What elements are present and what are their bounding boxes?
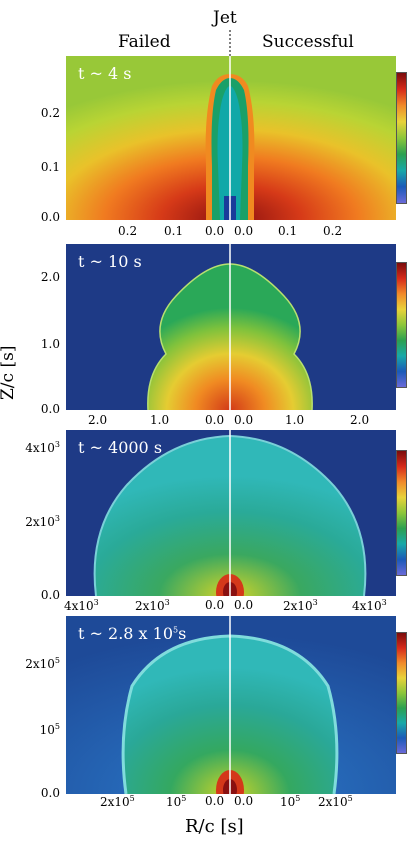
panel-t10-image (66, 244, 396, 410)
panel-t4: t ~ 4 s (66, 56, 396, 220)
panel-t10-ytick: 2.0 (40, 270, 60, 284)
panel-t4-xtick: 0.1 (278, 224, 298, 238)
panel-t4-xtick: 0.1 (164, 224, 184, 238)
panel-t2p8e5-xtick: 0.0 (205, 794, 225, 808)
panel-t10-xtick: 1.0 (150, 413, 170, 427)
panel-t2p8e5: t ~ 2.8 x 105s (66, 616, 396, 794)
panel-t4-time: t ~ 4 s (78, 64, 132, 83)
panel-t4000-xtick: 4x103 (64, 598, 99, 613)
y-axis-label: Z/c [s] (0, 345, 18, 400)
panel-t4000-xtick: 4x103 (352, 598, 387, 613)
panel-t4000-xtick: 2x103 (135, 598, 170, 613)
panel-t2p8e5-xtick: 2x105 (318, 794, 353, 809)
panel-t4000-xtick: 0.0 (205, 598, 225, 612)
panel-t4000-colorbar (396, 450, 407, 576)
panel-t4000-xtick: 0.0 (234, 598, 254, 612)
panel-t10-xtick: 2.0 (88, 413, 108, 427)
panel-t4000-ytick: 0.0 (40, 588, 60, 602)
panel-t10-xtick: 1.0 (285, 413, 305, 427)
panel-t10-time: t ~ 10 s (78, 252, 142, 271)
panel-t2p8e5-colorbar (396, 632, 407, 754)
panel-t4000-xtick: 2x103 (283, 598, 318, 613)
panel-t2p8e5-xtick: 105 (280, 794, 301, 809)
header-jet: Jet (213, 8, 237, 28)
panel-t4-xtick: 0.2 (323, 224, 343, 238)
panel-t2p8e5-ytick: 105 (39, 722, 60, 737)
panel-t4-xtick: 0.0 (234, 224, 254, 238)
panel-t4000-image (66, 430, 396, 596)
panel-t10: t ~ 10 s (66, 244, 396, 410)
panel-t10-xtick: 2.0 (350, 413, 370, 427)
jet-axis-dash (229, 30, 231, 56)
header-failed: Failed (118, 32, 171, 52)
panel-t10-colorbar (396, 262, 407, 388)
panel-t2p8e5-xtick: 105 (166, 794, 187, 809)
panel-t10-ytick: 0.0 (40, 402, 60, 416)
panel-t2p8e5-ytick: 2x105 (25, 656, 60, 671)
panel-t4-image (66, 56, 396, 220)
panel-t4-colorbar (396, 72, 407, 204)
panel-t4-ytick: 0.0 (40, 210, 60, 224)
panel-t4000: t ~ 4000 s (66, 430, 396, 596)
panel-t4000-time: t ~ 4000 s (78, 438, 163, 457)
panel-t10-xtick: 0.0 (234, 413, 254, 427)
x-axis-label: R/c [s] (185, 816, 244, 837)
panel-t2p8e5-xtick: 2x105 (100, 794, 135, 809)
panel-t2p8e5-time: t ~ 2.8 x 105s (78, 624, 187, 643)
panel-t2p8e5-xtick: 0.0 (234, 794, 254, 808)
panel-t4-xtick: 0.2 (118, 224, 138, 238)
panel-t4000-ytick: 4x103 (25, 440, 60, 455)
panel-t10-ytick: 1.0 (40, 337, 60, 351)
panel-t10-xtick: 0.0 (205, 413, 225, 427)
panel-t2p8e5-image (66, 616, 396, 794)
panel-t4-xtick: 0.0 (205, 224, 225, 238)
header-successful: Successful (262, 32, 354, 52)
panel-t2p8e5-ytick: 0.0 (40, 786, 60, 800)
panel-t4-ytick: 0.1 (40, 160, 60, 174)
panel-t4000-ytick: 2x103 (25, 514, 60, 529)
panel-t4-ytick: 0.2 (40, 106, 60, 120)
